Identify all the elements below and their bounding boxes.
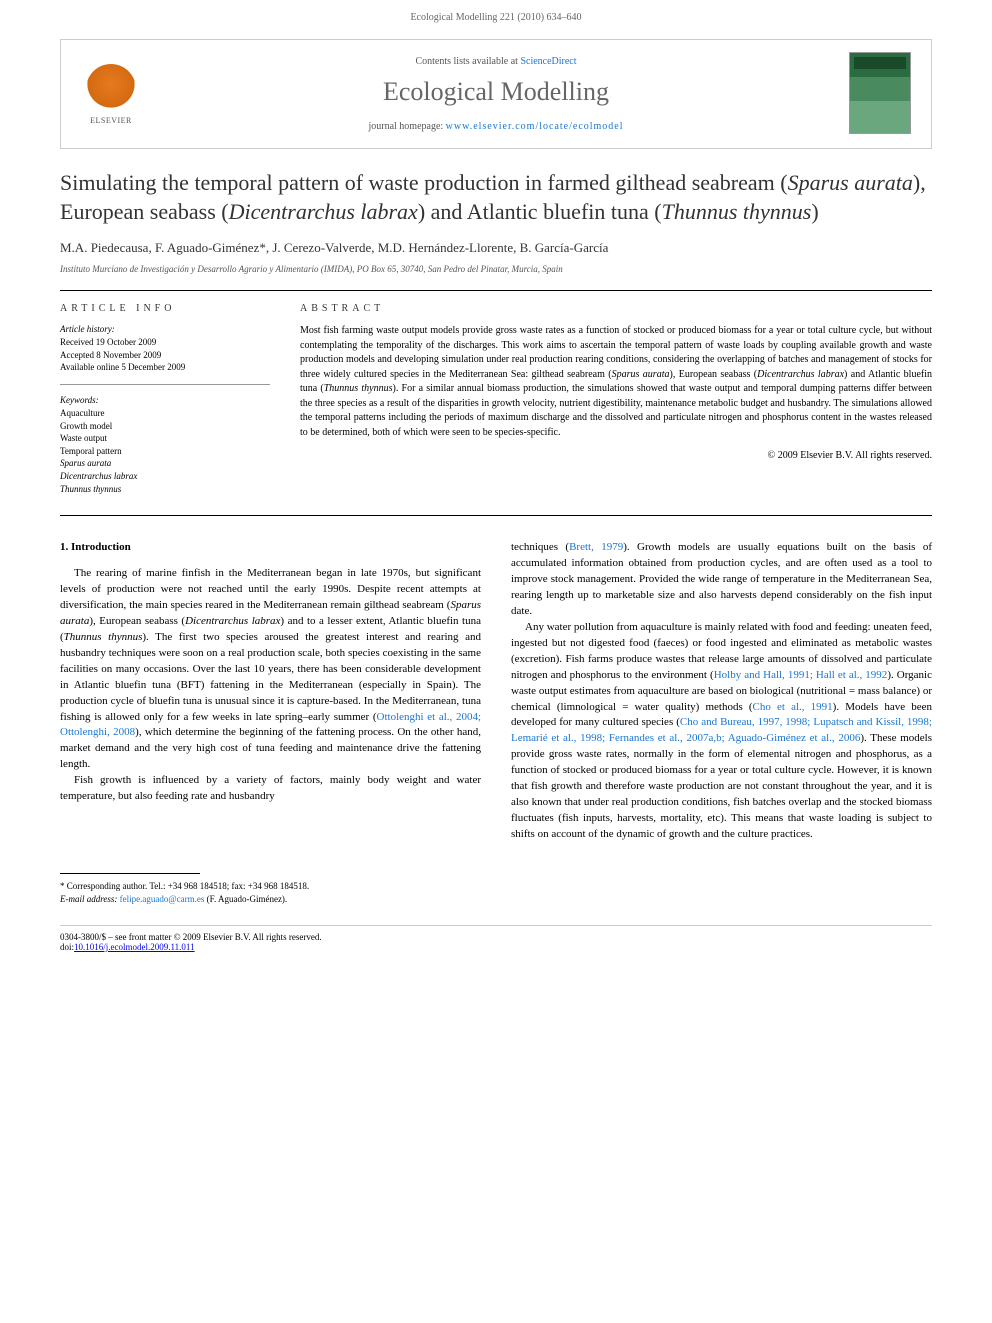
species-em: Thunnus thynnus: [64, 631, 143, 643]
text-span: ). The first two species aroused the gre…: [60, 631, 481, 723]
keyword: Waste output: [60, 432, 270, 445]
abstract-copyright: © 2009 Elsevier B.V. All rights reserved…: [300, 450, 932, 461]
keywords-list: Aquaculture Growth model Waste output Te…: [60, 407, 270, 495]
citation-link[interactable]: Holby and Hall, 1991; Hall et al., 1992: [714, 669, 888, 681]
column-left: 1. Introduction The rearing of marine fi…: [60, 540, 481, 843]
email-label: E-mail address:: [60, 894, 120, 904]
corresponding-author: * Corresponding author. Tel.: +34 968 18…: [60, 880, 932, 893]
sciencedirect-link[interactable]: ScienceDirect: [520, 56, 576, 67]
paragraph: techniques (Brett, 1979). Growth models …: [511, 540, 932, 620]
accepted-line: Accepted 8 November 2009: [60, 349, 270, 362]
citation-link[interactable]: Cho et al., 1991: [753, 701, 833, 713]
section-title: Introduction: [71, 541, 131, 553]
footer-bottom: 0304-3800/$ – see front matter © 2009 El…: [60, 925, 932, 952]
keyword: Thunnus thynnus: [60, 483, 270, 496]
article-info-heading: article info: [60, 303, 270, 314]
homepage-link[interactable]: www.elsevier.com/locate/ecolmodel: [446, 121, 624, 132]
abstract-heading: abstract: [300, 303, 932, 314]
journal-name: Ecological Modelling: [81, 77, 911, 107]
paragraph: Fish growth is influenced by a variety o…: [60, 773, 481, 805]
received-line: Received 19 October 2009: [60, 336, 270, 349]
keyword: Growth model: [60, 420, 270, 433]
footer-left: 0304-3800/$ – see front matter © 2009 El…: [60, 932, 322, 952]
title-species: Dicentrarchus labrax: [229, 199, 418, 224]
section-number: 1.: [60, 541, 68, 553]
paragraph: Any water pollution from aquaculture is …: [511, 620, 932, 843]
title-species: Thunnus thynnus: [662, 199, 812, 224]
authors-line: M.A. Piedecausa, F. Aguado-Giménez*, J. …: [60, 240, 932, 256]
article-title: Simulating the temporal pattern of waste…: [60, 169, 932, 226]
masthead-box: ELSEVIER Contents lists available at Sci…: [60, 39, 932, 149]
article-info-block: article info Article history: Received 1…: [60, 303, 270, 495]
homepage-prefix: journal homepage:: [368, 121, 445, 132]
info-abstract-row: article info Article history: Received 1…: [60, 303, 932, 495]
info-divider: [60, 384, 270, 385]
keyword: Aquaculture: [60, 407, 270, 420]
contents-prefix: Contents lists available at: [415, 56, 520, 67]
doi-label: doi:: [60, 942, 74, 952]
elsevier-name: ELSEVIER: [90, 116, 132, 125]
title-part: Simulating the temporal pattern of waste…: [60, 170, 788, 195]
text-span: techniques (: [511, 541, 569, 553]
species-em: Dicentrarchus labrax: [185, 615, 280, 627]
body-columns: 1. Introduction The rearing of marine fi…: [60, 540, 932, 843]
running-head: Ecological Modelling 221 (2010) 634–640: [0, 0, 992, 31]
email-link[interactable]: felipe.aguado@carm.es: [120, 894, 205, 904]
abstract-species: Sparus aurata: [612, 369, 670, 380]
keyword: Temporal pattern: [60, 445, 270, 458]
doi-link[interactable]: 10.1016/j.ecolmodel.2009.11.011: [74, 942, 195, 952]
abstract-species: Thunnus thynnus: [324, 383, 393, 394]
issn-line: 0304-3800/$ – see front matter © 2009 El…: [60, 932, 322, 942]
elsevier-logo: ELSEVIER: [81, 59, 141, 129]
keyword: Sparus aurata: [60, 457, 270, 470]
abstract-span: ). For a similar annual biomass producti…: [300, 383, 932, 438]
contents-list-line: Contents lists available at ScienceDirec…: [81, 56, 911, 67]
doi-line: doi:10.1016/j.ecolmodel.2009.11.011: [60, 942, 322, 952]
keyword: Dicentrarchus labrax: [60, 470, 270, 483]
elsevier-tree-icon: [86, 64, 136, 114]
keywords-heading: Keywords:: [60, 395, 270, 405]
email-line: E-mail address: felipe.aguado@carm.es (F…: [60, 893, 932, 906]
abstract-text: Most fish farming waste output models pr…: [300, 324, 932, 440]
journal-cover-thumbnail: [849, 52, 911, 134]
title-part: ): [811, 199, 818, 224]
meta-divider-bottom: [60, 515, 932, 516]
abstract-block: abstract Most fish farming waste output …: [300, 303, 932, 495]
corresponding-footer: * Corresponding author. Tel.: +34 968 18…: [60, 873, 932, 905]
available-line: Available online 5 December 2009: [60, 361, 270, 374]
paragraph: The rearing of marine finfish in the Med…: [60, 566, 481, 773]
title-species: Sparus aurata: [788, 170, 913, 195]
citation-link[interactable]: Brett, 1979: [569, 541, 623, 553]
column-right: techniques (Brett, 1979). Growth models …: [511, 540, 932, 843]
abstract-span: ), European seabass (: [669, 369, 757, 380]
text-span: ), European seabass (: [89, 615, 185, 627]
text-span: ). These models provide gross waste rate…: [511, 732, 932, 840]
affiliation-line: Instituto Murciano de Investigación y De…: [60, 264, 932, 274]
email-suffix: (F. Aguado-Giménez).: [204, 894, 287, 904]
footer-divider: [60, 873, 200, 874]
title-part: ) and Atlantic bluefin tuna (: [418, 199, 662, 224]
text-span: The rearing of marine finfish in the Med…: [60, 567, 481, 611]
section-heading: 1. Introduction: [60, 540, 481, 556]
history-heading: Article history:: [60, 324, 270, 334]
journal-homepage-line: journal homepage: www.elsevier.com/locat…: [81, 121, 911, 132]
meta-divider-top: [60, 290, 932, 291]
abstract-species: Dicentrarchus labrax: [757, 369, 844, 380]
